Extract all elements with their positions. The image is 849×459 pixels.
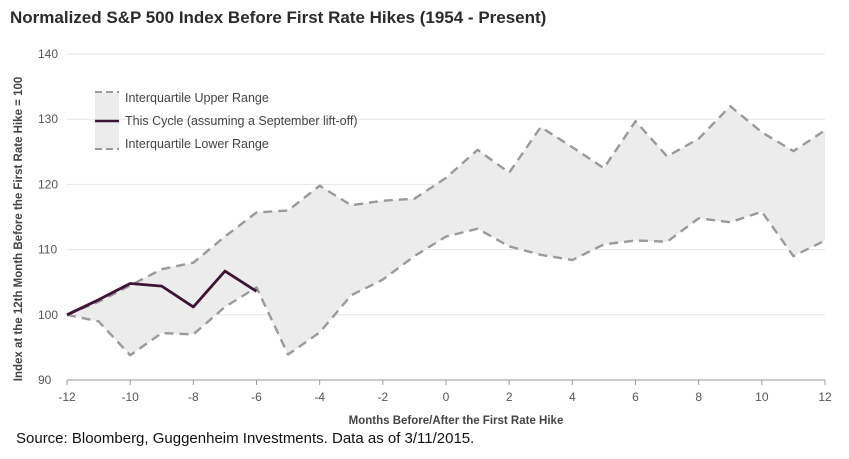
chart-title: Normalized S&P 500 Index Before First Ra… (10, 8, 547, 27)
series-lines (66, 104, 826, 357)
legend: Interquartile Upper Range This Cycle (ass… (95, 91, 358, 151)
legend-swatch-upper (95, 93, 119, 103)
x-tick-label--8: -8 (188, 390, 199, 404)
y-tick-label-110: 110 (38, 243, 57, 257)
x-tick-label-2: 2 (506, 390, 513, 404)
lower-range-line (66, 210, 826, 357)
legend-swatch-lower (95, 139, 119, 149)
x-tick-label--10: -10 (121, 390, 139, 404)
x-tick-label-4: 4 (569, 390, 576, 404)
interquartile-band (67, 106, 825, 356)
x-tick-label-8: 8 (695, 390, 702, 404)
x-tick-label--4: -4 (314, 390, 325, 404)
y-axis-label: Index at the 12th Month Before the First… (13, 77, 25, 382)
x-tick-label--6: -6 (251, 390, 262, 404)
x-tick-label-12: 12 (818, 390, 832, 404)
x-axis-ticks: -12 -10 -8 -6 -4 -2 0 2 4 6 8 10 12 (58, 380, 832, 404)
x-axis-label: Months Before/After the First Rate Hike (349, 415, 564, 427)
upper-range-line (66, 104, 826, 316)
x-tick-label--2: -2 (377, 390, 388, 404)
x-tick-label--12: -12 (58, 390, 76, 404)
y-tick-label-120: 120 (38, 177, 58, 191)
y-tick-label-100: 100 (38, 308, 58, 322)
y-axis-ticks: 90 100 110 120 130 140 (38, 47, 58, 387)
source-note: Source: Bloomberg, Guggenheim Investment… (16, 430, 475, 447)
y-tick-label-140: 140 (38, 47, 58, 61)
legend-label-0: Interquartile Upper Range (125, 91, 269, 105)
legend-label-2: Interquartile Lower Range (125, 137, 269, 151)
legend-label-1: This Cycle (assuming a September lift-of… (125, 114, 358, 128)
x-tick-label-0: 0 (443, 390, 450, 404)
this-cycle-line (66, 269, 258, 317)
y-tick-label-130: 130 (38, 112, 58, 126)
x-tick-label-10: 10 (755, 390, 769, 404)
x-tick-label-6: 6 (632, 390, 639, 404)
y-tick-label-90: 90 (38, 373, 52, 387)
